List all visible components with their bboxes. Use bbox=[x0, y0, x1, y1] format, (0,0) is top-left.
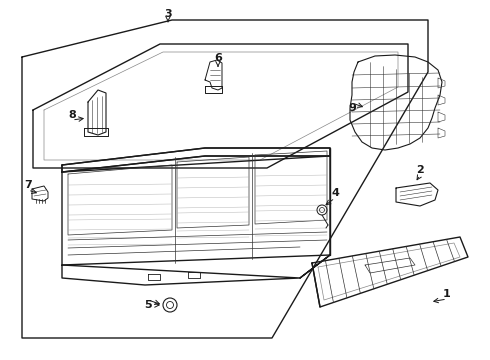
Text: 8: 8 bbox=[68, 110, 76, 120]
Text: 5: 5 bbox=[144, 300, 152, 310]
Text: 1: 1 bbox=[443, 289, 451, 299]
Text: 2: 2 bbox=[416, 165, 424, 175]
Text: 7: 7 bbox=[24, 180, 32, 190]
Text: 3: 3 bbox=[164, 9, 172, 19]
Text: 4: 4 bbox=[331, 188, 339, 198]
Text: 9: 9 bbox=[348, 103, 356, 113]
Text: 6: 6 bbox=[214, 53, 222, 63]
